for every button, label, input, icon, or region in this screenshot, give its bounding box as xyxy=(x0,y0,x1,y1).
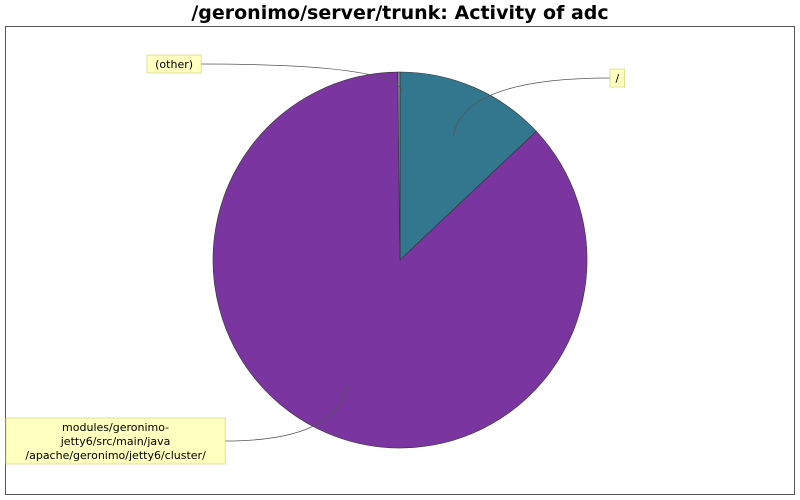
slice-label-1: modules/geronimo-jetty6/src/main/java/ap… xyxy=(25,421,206,462)
chart-title: /geronimo/server/trunk: Activity of adc xyxy=(191,2,609,24)
pie-slice-2 xyxy=(397,71,401,261)
pie-slice-0 xyxy=(399,71,537,261)
leader-line-1 xyxy=(225,384,348,442)
slice-label-box-2 xyxy=(146,54,202,74)
slice-label-box-1 xyxy=(5,417,226,465)
leader-line-0 xyxy=(453,77,611,136)
leader-line-2 xyxy=(201,63,403,91)
slice-label-0: / xyxy=(615,72,619,85)
slice-label-box-0 xyxy=(609,68,626,88)
slice-label-2: (other) xyxy=(155,58,193,71)
